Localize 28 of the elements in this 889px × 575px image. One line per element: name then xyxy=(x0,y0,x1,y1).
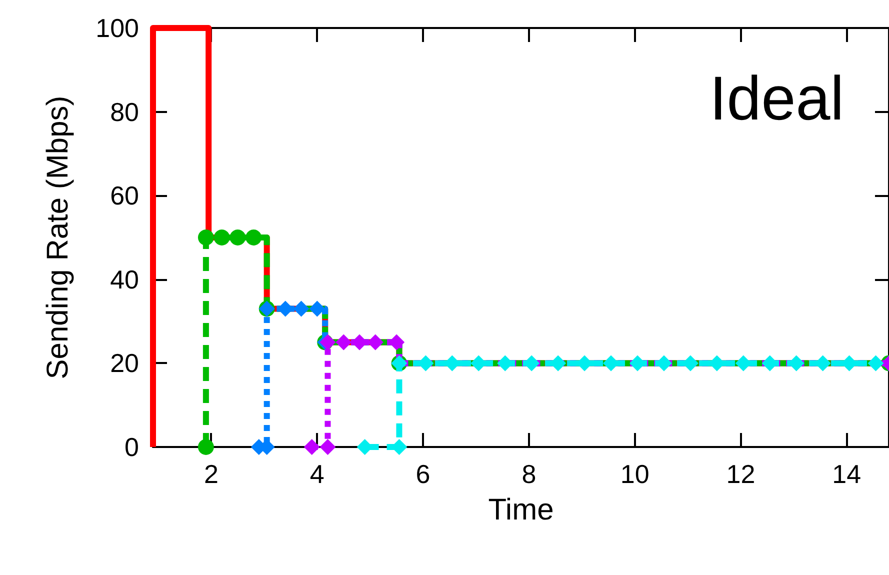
y-tick-label: 80 xyxy=(110,96,139,127)
point xyxy=(214,230,230,246)
x-tick-label: 14 xyxy=(832,459,862,489)
point xyxy=(320,439,336,455)
point xyxy=(293,300,310,317)
point xyxy=(198,439,214,455)
point xyxy=(868,355,884,372)
x-axis-title: Time xyxy=(488,494,554,526)
y-tick-label: 40 xyxy=(110,264,139,294)
point xyxy=(304,439,320,455)
point xyxy=(367,334,384,350)
x-tick-label: 8 xyxy=(522,459,536,489)
y-tick-label: 100 xyxy=(96,13,139,43)
y-axis-title: Sending Rate (Mbps) xyxy=(42,96,74,380)
point xyxy=(336,334,352,350)
x-tick-label: 10 xyxy=(620,459,650,489)
y-tick-label: 0 xyxy=(124,432,139,462)
x-tick-label: 12 xyxy=(726,459,756,489)
point xyxy=(309,300,326,317)
point xyxy=(230,230,246,246)
y-tick-label: 60 xyxy=(110,180,139,211)
point xyxy=(198,230,214,246)
point xyxy=(246,230,262,246)
x-tick-label: 2 xyxy=(204,459,218,489)
annotation: Ideal xyxy=(710,64,844,134)
y-tick-label: 20 xyxy=(110,348,139,378)
x-tick-label: 6 xyxy=(416,459,430,489)
x-tick-label: 4 xyxy=(310,459,324,489)
